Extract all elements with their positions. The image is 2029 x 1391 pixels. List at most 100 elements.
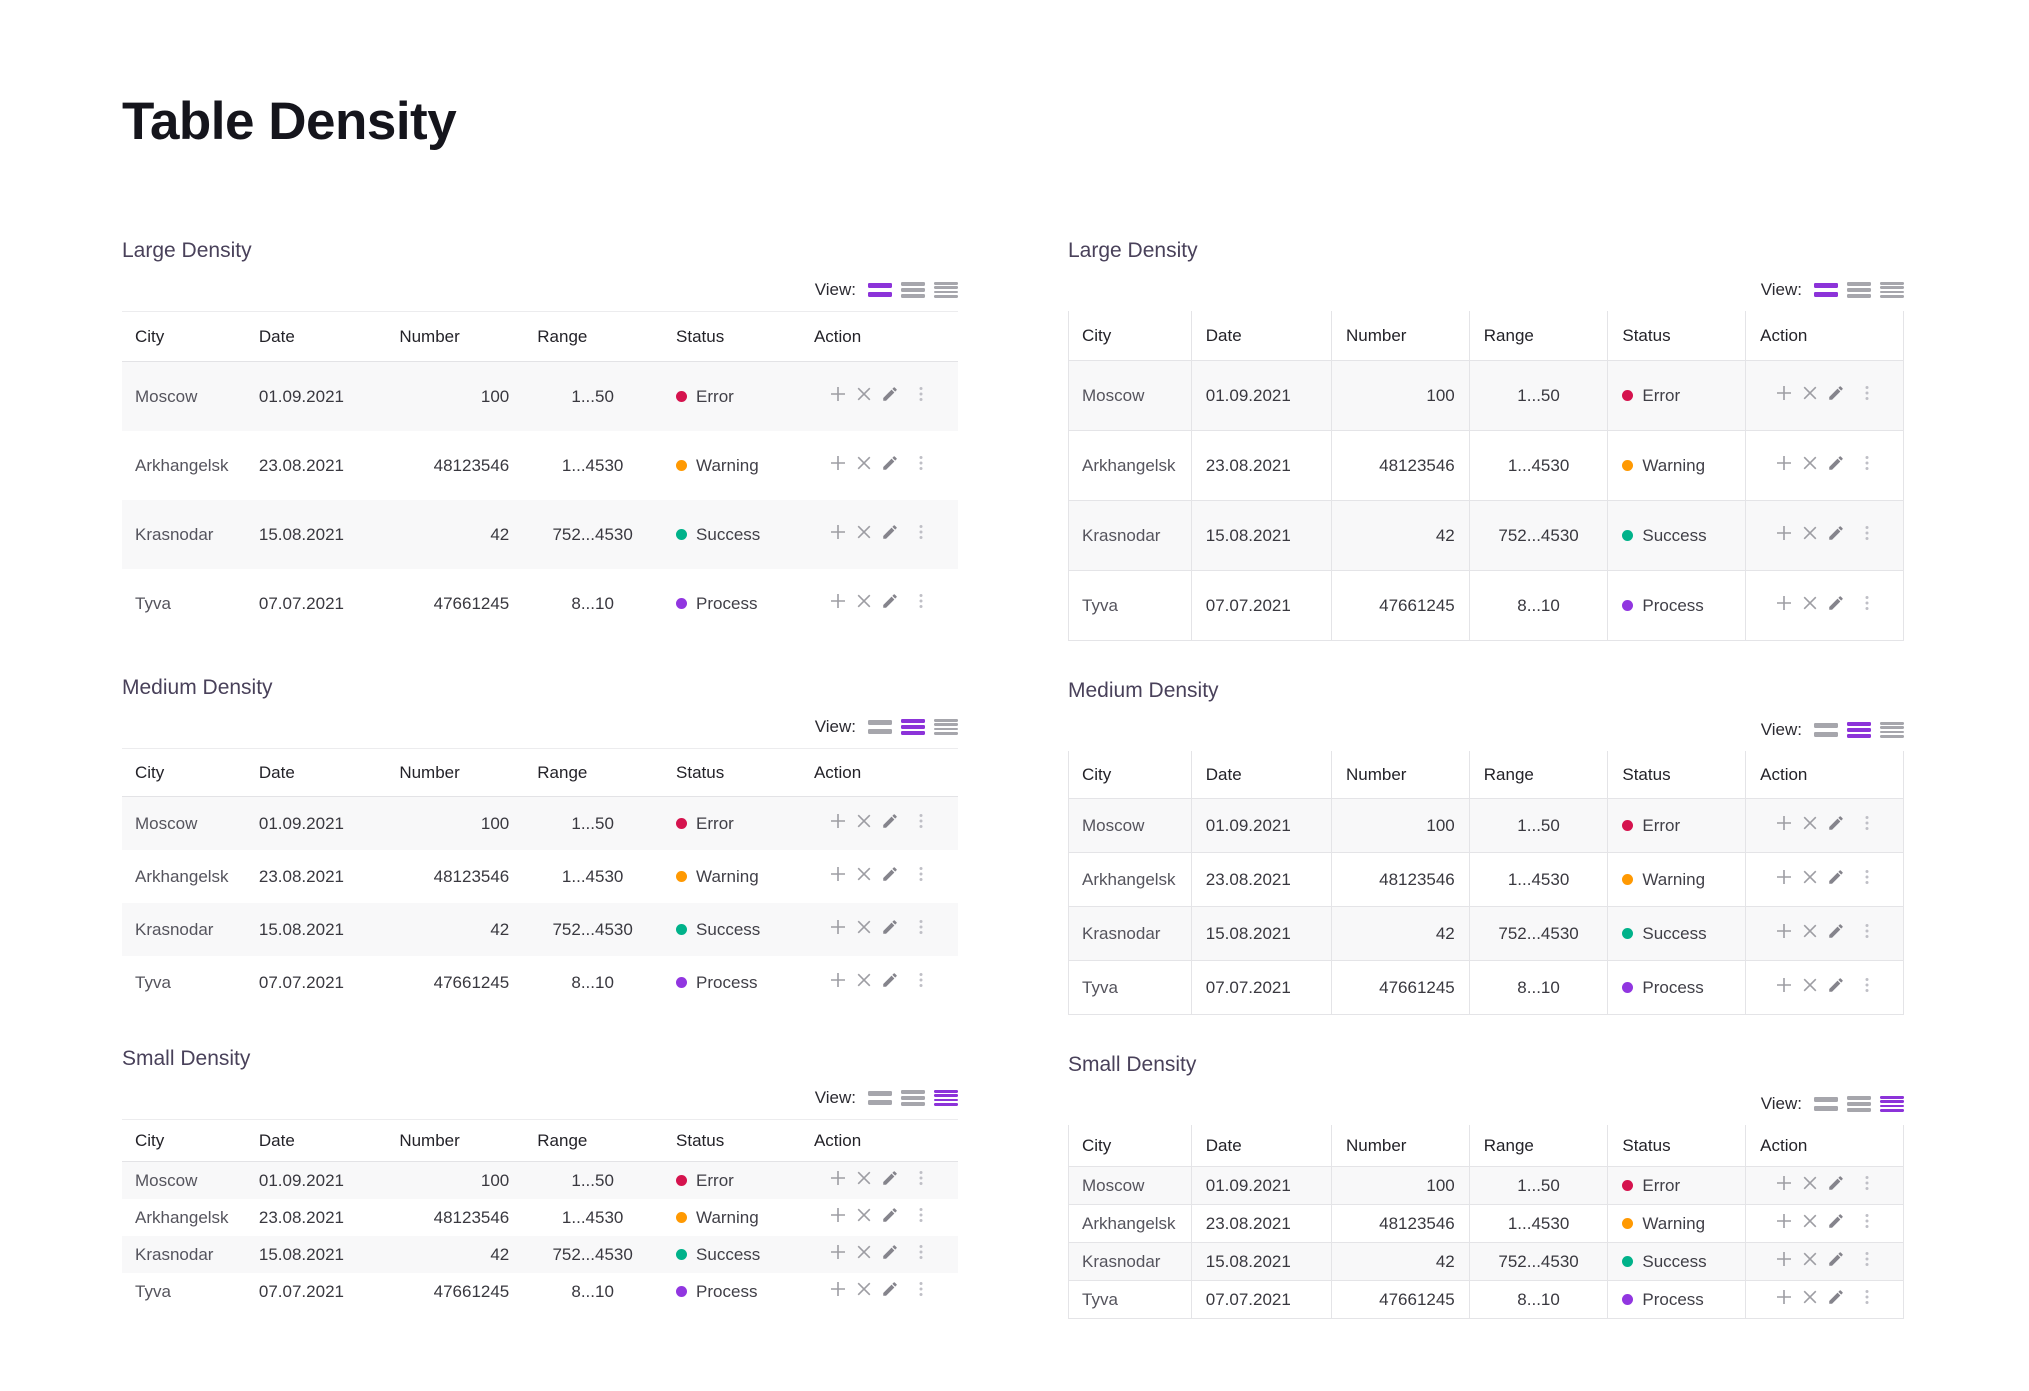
delete-action-button[interactable] bbox=[853, 521, 875, 543]
delete-action-button[interactable] bbox=[1799, 812, 1821, 834]
edit-action-button[interactable] bbox=[1825, 812, 1847, 834]
edit-action-button[interactable] bbox=[1825, 1286, 1847, 1308]
edit-action-button[interactable] bbox=[879, 969, 901, 991]
more-action-button[interactable] bbox=[1856, 1286, 1878, 1308]
more-action-button[interactable] bbox=[1856, 452, 1878, 474]
add-action-button[interactable] bbox=[827, 916, 849, 938]
view-small-density-button[interactable] bbox=[1880, 282, 1904, 298]
edit-action-button[interactable] bbox=[1825, 1248, 1847, 1270]
more-action-button[interactable] bbox=[910, 452, 932, 474]
more-action-button[interactable] bbox=[910, 383, 932, 405]
delete-action-button[interactable] bbox=[853, 383, 875, 405]
edit-action-button[interactable] bbox=[1825, 974, 1847, 996]
add-action-button[interactable] bbox=[1773, 1248, 1795, 1270]
add-action-button[interactable] bbox=[1773, 452, 1795, 474]
add-action-button[interactable] bbox=[827, 521, 849, 543]
delete-action-button[interactable] bbox=[853, 969, 875, 991]
more-action-button[interactable] bbox=[1856, 1210, 1878, 1232]
view-large-density-button[interactable] bbox=[868, 1090, 892, 1106]
view-medium-density-button[interactable] bbox=[1847, 1095, 1871, 1112]
delete-action-button[interactable] bbox=[853, 810, 875, 832]
more-action-button[interactable] bbox=[910, 810, 932, 832]
more-action-button[interactable] bbox=[910, 1204, 932, 1226]
view-medium-density-button[interactable] bbox=[901, 718, 925, 735]
delete-action-button[interactable] bbox=[853, 1167, 875, 1189]
view-small-density-button[interactable] bbox=[1880, 1096, 1904, 1112]
add-action-button[interactable] bbox=[827, 1204, 849, 1226]
edit-action-button[interactable] bbox=[1825, 522, 1847, 544]
edit-action-button[interactable] bbox=[1825, 382, 1847, 404]
delete-action-button[interactable] bbox=[853, 1278, 875, 1300]
delete-action-button[interactable] bbox=[1799, 1210, 1821, 1232]
edit-action-button[interactable] bbox=[1825, 1172, 1847, 1194]
delete-action-button[interactable] bbox=[1799, 866, 1821, 888]
delete-action-button[interactable] bbox=[1799, 1248, 1821, 1270]
delete-action-button[interactable] bbox=[1799, 452, 1821, 474]
add-action-button[interactable] bbox=[1773, 812, 1795, 834]
view-small-density-button[interactable] bbox=[1880, 722, 1904, 738]
add-action-button[interactable] bbox=[1773, 974, 1795, 996]
more-action-button[interactable] bbox=[1856, 382, 1878, 404]
view-large-density-button[interactable] bbox=[1814, 1096, 1838, 1112]
delete-action-button[interactable] bbox=[1799, 1172, 1821, 1194]
add-action-button[interactable] bbox=[827, 969, 849, 991]
add-action-button[interactable] bbox=[827, 1278, 849, 1300]
delete-action-button[interactable] bbox=[853, 863, 875, 885]
edit-action-button[interactable] bbox=[879, 1278, 901, 1300]
view-small-density-button[interactable] bbox=[934, 1090, 958, 1106]
add-action-button[interactable] bbox=[827, 383, 849, 405]
edit-action-button[interactable] bbox=[879, 1241, 901, 1263]
view-small-density-button[interactable] bbox=[934, 282, 958, 298]
add-action-button[interactable] bbox=[827, 452, 849, 474]
edit-action-button[interactable] bbox=[879, 810, 901, 832]
add-action-button[interactable] bbox=[827, 590, 849, 612]
more-action-button[interactable] bbox=[1856, 974, 1878, 996]
edit-action-button[interactable] bbox=[879, 1167, 901, 1189]
more-action-button[interactable] bbox=[910, 863, 932, 885]
edit-action-button[interactable] bbox=[1825, 452, 1847, 474]
more-action-button[interactable] bbox=[1856, 812, 1878, 834]
more-action-button[interactable] bbox=[910, 521, 932, 543]
delete-action-button[interactable] bbox=[1799, 382, 1821, 404]
edit-action-button[interactable] bbox=[879, 383, 901, 405]
edit-action-button[interactable] bbox=[879, 916, 901, 938]
edit-action-button[interactable] bbox=[1825, 1210, 1847, 1232]
add-action-button[interactable] bbox=[1773, 522, 1795, 544]
edit-action-button[interactable] bbox=[879, 1204, 901, 1226]
delete-action-button[interactable] bbox=[1799, 522, 1821, 544]
view-large-density-button[interactable] bbox=[1814, 282, 1838, 298]
edit-action-button[interactable] bbox=[1825, 866, 1847, 888]
add-action-button[interactable] bbox=[827, 863, 849, 885]
view-medium-density-button[interactable] bbox=[1847, 721, 1871, 738]
edit-action-button[interactable] bbox=[1825, 920, 1847, 942]
add-action-button[interactable] bbox=[827, 1241, 849, 1263]
add-action-button[interactable] bbox=[827, 1167, 849, 1189]
edit-action-button[interactable] bbox=[879, 863, 901, 885]
edit-action-button[interactable] bbox=[879, 452, 901, 474]
view-medium-density-button[interactable] bbox=[901, 281, 925, 298]
more-action-button[interactable] bbox=[910, 916, 932, 938]
delete-action-button[interactable] bbox=[853, 1241, 875, 1263]
more-action-button[interactable] bbox=[1856, 522, 1878, 544]
edit-action-button[interactable] bbox=[879, 521, 901, 543]
view-large-density-button[interactable] bbox=[1814, 722, 1838, 738]
view-small-density-button[interactable] bbox=[934, 719, 958, 735]
more-action-button[interactable] bbox=[1856, 1248, 1878, 1270]
delete-action-button[interactable] bbox=[1799, 920, 1821, 942]
delete-action-button[interactable] bbox=[853, 590, 875, 612]
add-action-button[interactable] bbox=[1773, 1286, 1795, 1308]
more-action-button[interactable] bbox=[1856, 592, 1878, 614]
more-action-button[interactable] bbox=[910, 590, 932, 612]
delete-action-button[interactable] bbox=[1799, 1286, 1821, 1308]
delete-action-button[interactable] bbox=[1799, 974, 1821, 996]
more-action-button[interactable] bbox=[910, 969, 932, 991]
add-action-button[interactable] bbox=[1773, 592, 1795, 614]
more-action-button[interactable] bbox=[910, 1167, 932, 1189]
add-action-button[interactable] bbox=[1773, 920, 1795, 942]
more-action-button[interactable] bbox=[1856, 920, 1878, 942]
add-action-button[interactable] bbox=[1773, 866, 1795, 888]
delete-action-button[interactable] bbox=[853, 916, 875, 938]
add-action-button[interactable] bbox=[1773, 1172, 1795, 1194]
view-large-density-button[interactable] bbox=[868, 282, 892, 298]
view-medium-density-button[interactable] bbox=[1847, 281, 1871, 298]
